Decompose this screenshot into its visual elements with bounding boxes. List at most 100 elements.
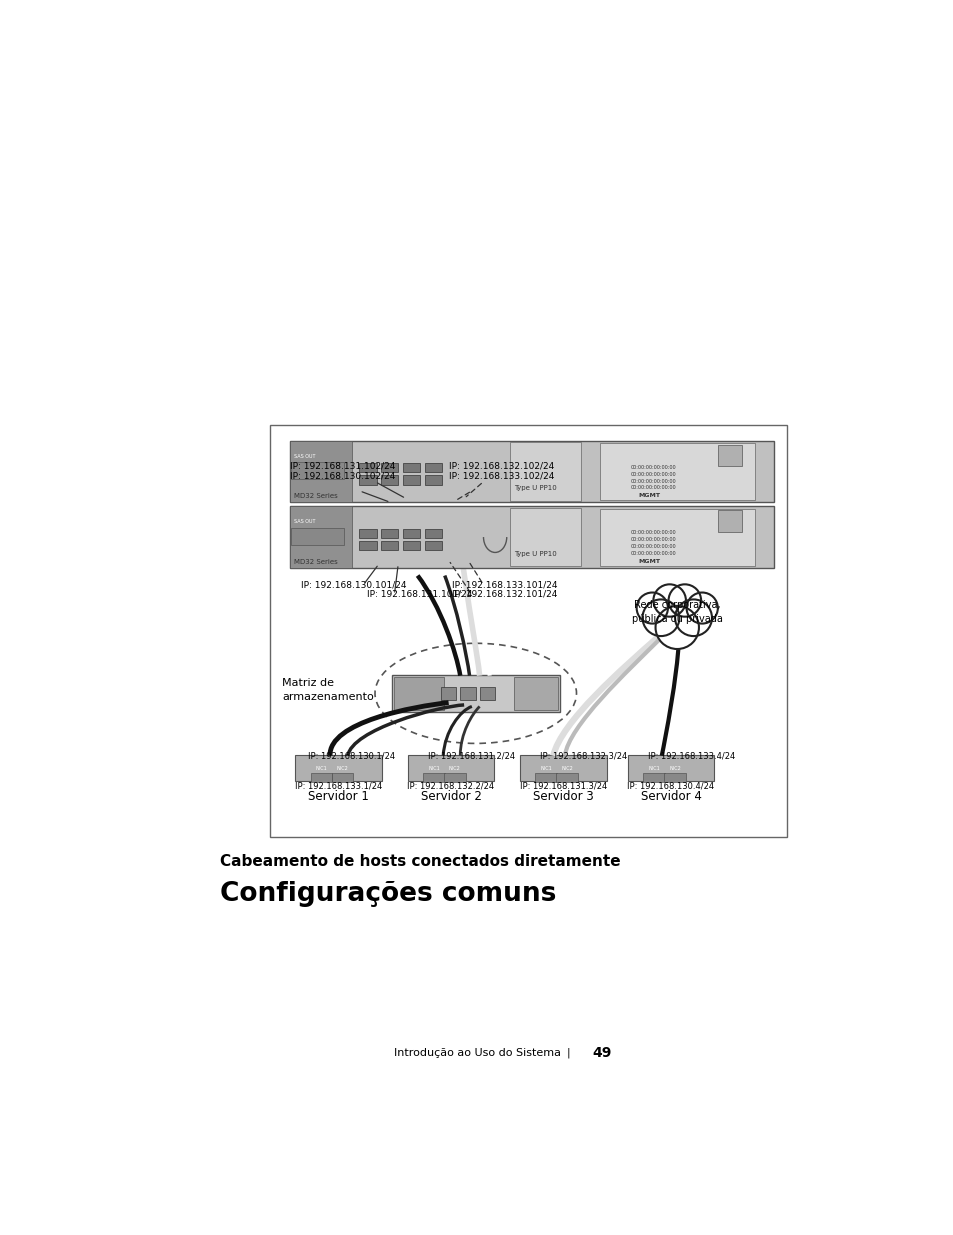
Bar	[381, 463, 397, 472]
Text: 00:00:00:00:00:00: 00:00:00:00:00:00	[630, 485, 676, 490]
Text: 00:00:00:00:00:00: 00:00:00:00:00:00	[630, 464, 676, 469]
Text: IP: 192.168.133.4/24: IP: 192.168.133.4/24	[647, 752, 734, 761]
Text: NIC2: NIC2	[668, 766, 680, 771]
Text: IP: 192.168.131.2/24: IP: 192.168.131.2/24	[427, 752, 515, 761]
Circle shape	[686, 593, 717, 624]
Text: MGMT: MGMT	[638, 558, 659, 563]
Text: MD32 Series: MD32 Series	[294, 558, 337, 564]
Bar	[424, 475, 441, 484]
Text: IP: 192.168.132.102/24: IP: 192.168.132.102/24	[448, 461, 554, 471]
Bar	[556, 773, 578, 782]
Text: 00:00:00:00:00:00: 00:00:00:00:00:00	[630, 478, 676, 484]
Bar	[332, 773, 353, 782]
Bar	[291, 462, 344, 479]
Text: NIC2: NIC2	[560, 766, 573, 771]
Text: IP: 192.168.131.3/24: IP: 192.168.131.3/24	[519, 782, 606, 790]
Text: IP: 192.168.131.101/24: IP: 192.168.131.101/24	[367, 589, 473, 599]
Bar	[422, 773, 444, 782]
Text: 00:00:00:00:00:00: 00:00:00:00:00:00	[630, 530, 676, 535]
Text: 49: 49	[592, 1046, 611, 1060]
Bar	[359, 475, 376, 484]
Text: Servidor 1: Servidor 1	[308, 790, 369, 804]
Text: SAS OUT: SAS OUT	[294, 453, 314, 458]
Bar	[270, 425, 786, 837]
Text: IP: 192.168.130.102/24: IP: 192.168.130.102/24	[290, 471, 395, 480]
Bar	[402, 529, 419, 537]
Bar	[599, 443, 754, 500]
Text: NIC1: NIC1	[539, 766, 552, 771]
Text: IP: 192.168.132.101/24: IP: 192.168.132.101/24	[452, 589, 558, 599]
Text: Type U PP10: Type U PP10	[514, 551, 557, 557]
Bar	[359, 463, 376, 472]
Bar	[359, 529, 376, 537]
Bar	[311, 773, 332, 782]
Text: 00:00:00:00:00:00: 00:00:00:00:00:00	[630, 551, 676, 556]
Circle shape	[655, 606, 699, 650]
Text: 00:00:00:00:00:00: 00:00:00:00:00:00	[630, 472, 676, 477]
Text: Cabeamento de hosts conectados diretamente: Cabeamento de hosts conectados diretamen…	[220, 855, 620, 869]
Text: Configurações comuns: Configurações comuns	[220, 882, 556, 908]
Text: 00:00:00:00:00:00: 00:00:00:00:00:00	[630, 543, 676, 550]
Text: Servidor 2: Servidor 2	[420, 790, 481, 804]
Bar	[663, 773, 685, 782]
Bar	[424, 529, 441, 537]
Bar	[402, 463, 419, 472]
Bar	[424, 541, 441, 550]
Text: |: |	[566, 1047, 570, 1058]
Bar	[718, 445, 740, 466]
Bar	[359, 541, 376, 550]
Bar	[402, 541, 419, 550]
FancyBboxPatch shape	[519, 755, 606, 782]
Circle shape	[642, 599, 679, 636]
FancyBboxPatch shape	[294, 755, 381, 782]
Bar	[381, 529, 397, 537]
Circle shape	[653, 584, 685, 616]
FancyBboxPatch shape	[627, 755, 714, 782]
Text: IP: 192.168.130.1/24: IP: 192.168.130.1/24	[307, 752, 395, 761]
Bar	[394, 677, 444, 710]
Circle shape	[668, 584, 700, 616]
Bar	[290, 506, 773, 568]
Bar	[599, 509, 754, 566]
Bar	[424, 463, 441, 472]
Bar	[479, 687, 495, 699]
Bar	[291, 527, 344, 545]
FancyBboxPatch shape	[407, 755, 494, 782]
Text: Servidor 3: Servidor 3	[533, 790, 593, 804]
Text: MGMT: MGMT	[638, 493, 659, 498]
Text: Type U PP10: Type U PP10	[514, 485, 557, 492]
Bar	[443, 773, 465, 782]
Text: 00:00:00:00:00:00: 00:00:00:00:00:00	[630, 537, 676, 542]
Text: SAS OUT: SAS OUT	[294, 519, 314, 524]
Text: NIC1: NIC1	[315, 766, 327, 771]
Text: IP: 192.168.132.3/24: IP: 192.168.132.3/24	[539, 752, 627, 761]
Bar	[290, 506, 352, 568]
Text: NIC1: NIC1	[647, 766, 659, 771]
Text: IP: 192.168.133.102/24: IP: 192.168.133.102/24	[448, 471, 554, 480]
Text: IP: 192.168.133.101/24: IP: 192.168.133.101/24	[452, 580, 558, 589]
Bar	[290, 441, 352, 503]
Bar	[440, 687, 456, 699]
FancyBboxPatch shape	[509, 508, 580, 567]
Text: Matriz de
armazenamento: Matriz de armazenamento	[282, 678, 374, 701]
Text: MD32 Series: MD32 Series	[294, 493, 337, 499]
FancyBboxPatch shape	[392, 674, 559, 711]
Bar	[381, 541, 397, 550]
Text: IP: 192.168.133.1/24: IP: 192.168.133.1/24	[294, 782, 382, 790]
Bar	[642, 773, 664, 782]
Text: IP: 192.168.132.2/24: IP: 192.168.132.2/24	[407, 782, 494, 790]
Text: NIC1: NIC1	[428, 766, 439, 771]
Text: IP: 192.168.131.102/24: IP: 192.168.131.102/24	[290, 461, 395, 471]
Text: NIC2: NIC2	[336, 766, 348, 771]
Text: Servidor 4: Servidor 4	[640, 790, 700, 804]
Bar	[290, 441, 773, 503]
Text: IP: 192.168.130.4/24: IP: 192.168.130.4/24	[627, 782, 714, 790]
Bar	[381, 475, 397, 484]
FancyBboxPatch shape	[509, 442, 580, 501]
Bar	[402, 475, 419, 484]
Bar	[459, 687, 476, 699]
Bar	[718, 510, 740, 531]
Bar	[535, 773, 557, 782]
Text: IP: 192.168.130.101/24: IP: 192.168.130.101/24	[300, 580, 406, 589]
Text: Introdução ao Uso do Sistema: Introdução ao Uso do Sistema	[394, 1049, 560, 1058]
